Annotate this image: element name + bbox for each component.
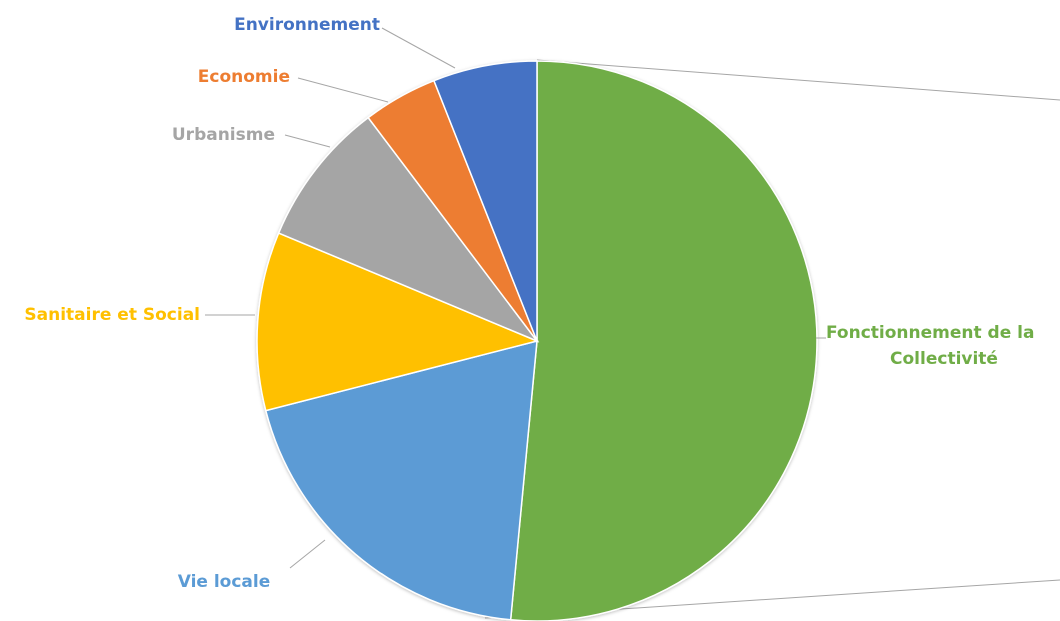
slice-label-line: Urbanisme — [172, 125, 275, 145]
pie-slices — [256, 60, 818, 621]
slice-label-5: Environnement — [234, 15, 380, 35]
slice-label-0: Fonctionnement de la Collectivité — [826, 323, 1034, 369]
slice-label-line: Collectivité — [890, 349, 998, 369]
slice-label-2: Sanitaire et Social — [24, 305, 200, 325]
slice-label-line: Environnement — [234, 15, 380, 35]
slice-label-1: Vie locale — [178, 572, 271, 592]
slice-labels: Fonctionnement de la Collectivité Vie loca… — [24, 15, 1034, 592]
leader-line-4 — [297, 77, 389, 103]
leader-line-1 — [289, 539, 326, 569]
slice-label-line: Fonctionnement de la — [826, 323, 1034, 343]
leader-line-5 — [381, 27, 456, 69]
slice-label-line: Sanitaire et Social — [24, 305, 200, 325]
pie-slice-3 — [277, 116, 540, 343]
pie-slice-5 — [432, 60, 538, 342]
leader-lines — [205, 27, 826, 569]
slice-label-3: Urbanisme — [172, 125, 275, 145]
connector-line-top — [536, 59, 1060, 101]
slice-label-line: Economie — [198, 67, 290, 87]
pie-slice-0 — [509, 60, 818, 621]
slice-label-4: Economie — [198, 67, 290, 87]
slice-label-line: Vie locale — [178, 572, 271, 592]
leader-line-3 — [284, 134, 331, 148]
pie-slice-1 — [264, 340, 538, 621]
pie-slice-2 — [256, 232, 540, 412]
